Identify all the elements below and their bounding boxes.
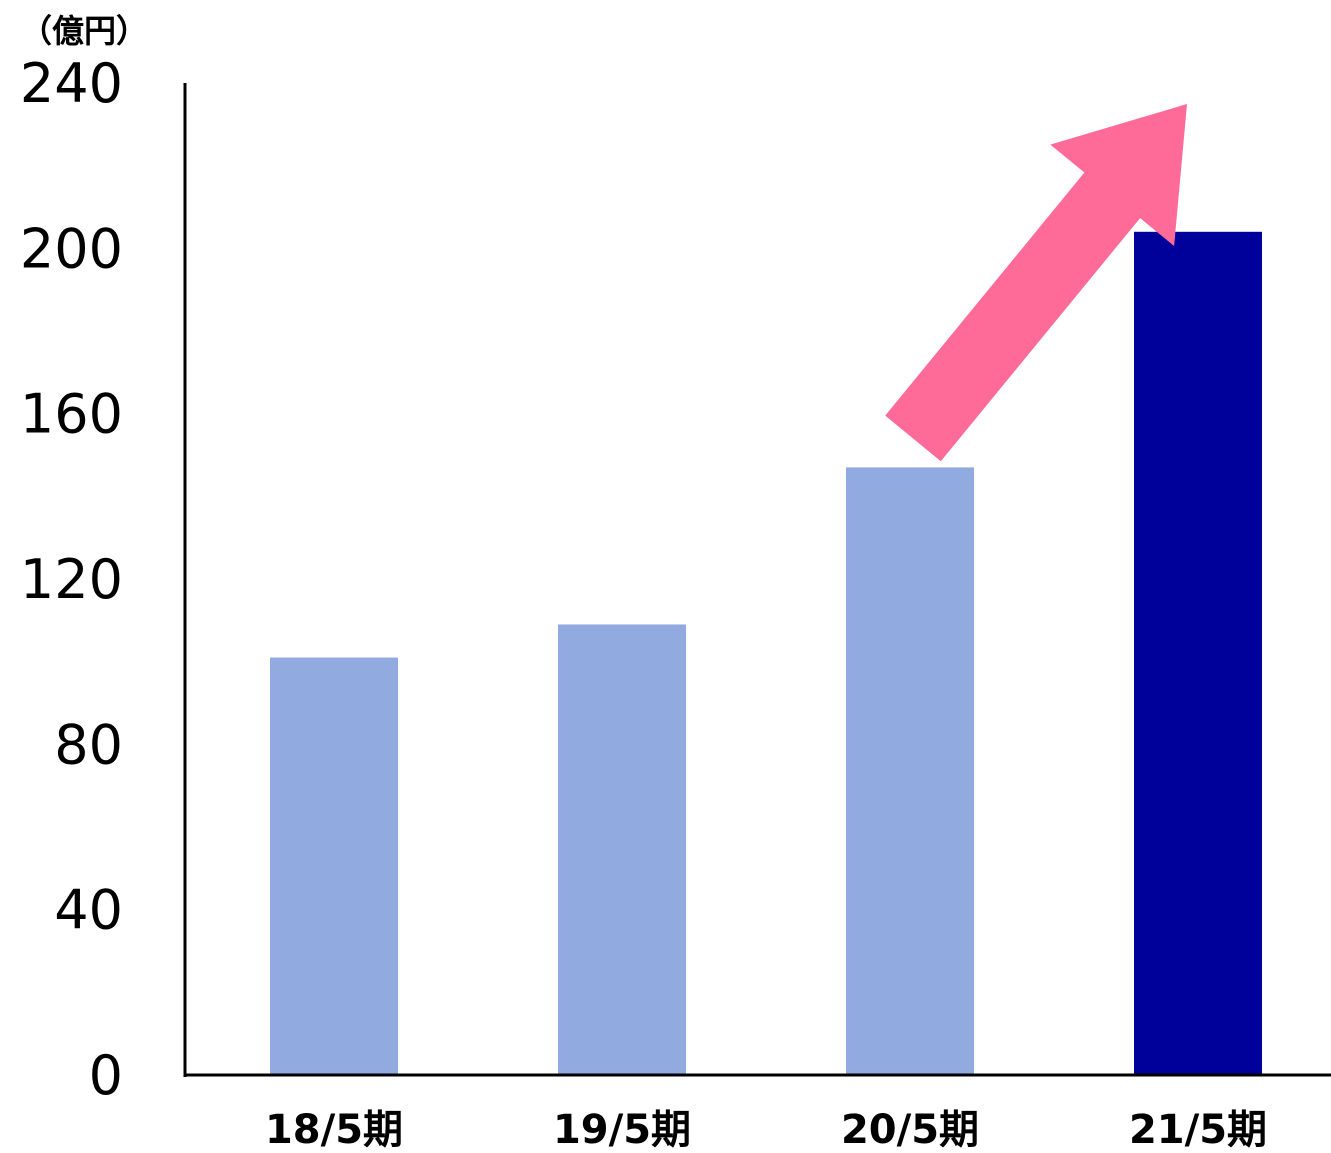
y-tick-labels: 0 40 80 120 160 200 240 [20, 52, 123, 1107]
x-tick-labels: 18/5期 19/5期 20/5期 21/5期 [265, 1107, 1267, 1153]
y-tick-label: 40 [54, 879, 123, 942]
axis-layer [183, 83, 1331, 1077]
bars-layer [270, 231, 1262, 1076]
y-tick-label: 160 [20, 383, 123, 446]
y-tick-label: 0 [89, 1044, 123, 1107]
bar-2 [558, 624, 686, 1075]
y-tick-label: 200 [20, 217, 123, 280]
growth-arrow-icon [885, 104, 1187, 462]
unit-label: （億円） [20, 12, 149, 50]
y-tick-label: 240 [20, 52, 123, 115]
bar-3 [846, 467, 974, 1075]
bar-1 [270, 657, 398, 1075]
x-tick-label: 21/5期 [1129, 1107, 1267, 1149]
y-tick-label: 80 [54, 713, 123, 776]
y-tick-label: 120 [20, 548, 123, 611]
x-tick-label: 19/5期 [553, 1107, 691, 1149]
arrow-layer [885, 104, 1187, 462]
x-tick-label: 20/5期 [841, 1107, 979, 1149]
x-tick-label: 18/5期 [265, 1107, 403, 1149]
bar-4 [1134, 231, 1262, 1076]
